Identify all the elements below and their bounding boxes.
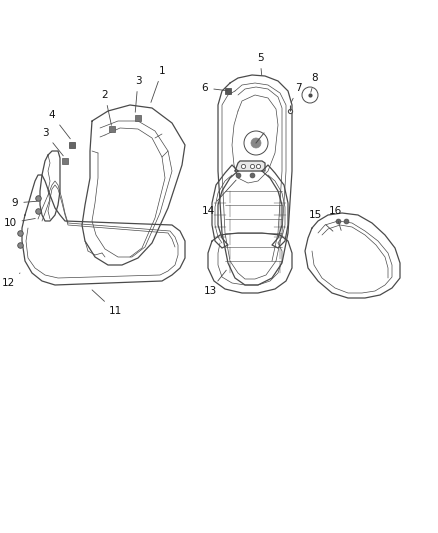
Text: 15: 15 (308, 210, 333, 231)
Text: 12: 12 (1, 273, 20, 288)
Text: 4: 4 (49, 110, 71, 139)
Polygon shape (82, 105, 185, 265)
Text: 3: 3 (42, 128, 63, 156)
Text: 2: 2 (102, 90, 111, 125)
Polygon shape (262, 165, 288, 248)
Circle shape (251, 138, 261, 148)
Text: 6: 6 (201, 83, 227, 93)
Text: 11: 11 (92, 290, 122, 316)
Polygon shape (22, 175, 185, 285)
Polygon shape (235, 161, 265, 171)
Polygon shape (208, 233, 292, 293)
Polygon shape (305, 213, 400, 298)
Polygon shape (212, 165, 238, 248)
Text: 14: 14 (201, 180, 236, 216)
Text: 16: 16 (328, 206, 342, 230)
Text: 3: 3 (135, 76, 141, 112)
Text: 8: 8 (311, 73, 318, 92)
Text: 10: 10 (4, 218, 35, 228)
Text: 13: 13 (203, 270, 226, 296)
Text: 1: 1 (151, 66, 165, 102)
Text: 5: 5 (257, 53, 263, 75)
Polygon shape (218, 75, 292, 285)
Text: 7: 7 (291, 83, 301, 102)
Text: 9: 9 (12, 198, 37, 208)
Polygon shape (40, 151, 60, 221)
